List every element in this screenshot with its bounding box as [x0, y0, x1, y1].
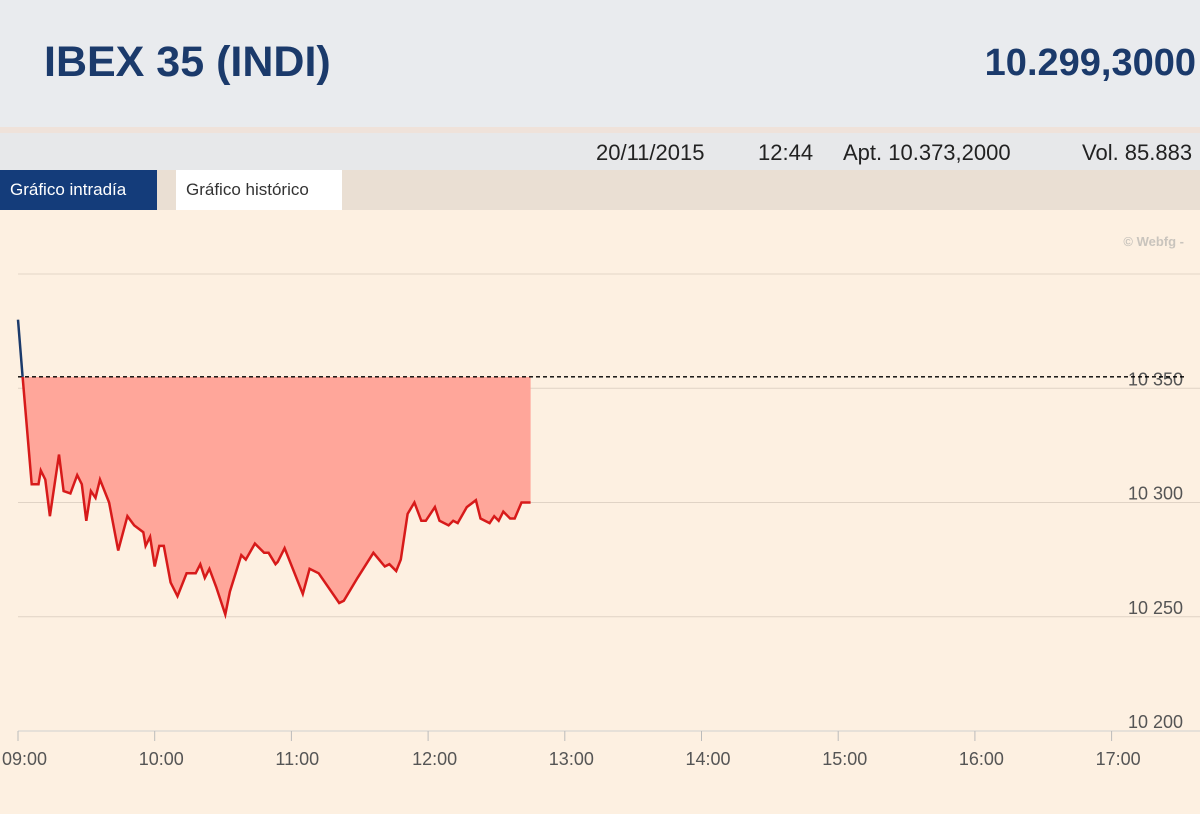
- quote-date: 20/11/2015: [596, 140, 705, 165]
- x-tick-label: 11:00: [275, 749, 319, 769]
- chart-credit: © Webfg -: [1123, 234, 1184, 249]
- x-tick-label: 13:00: [549, 749, 594, 769]
- quote-time: 12:44: [758, 140, 814, 165]
- x-tick-label: 16:00: [959, 749, 1004, 769]
- tab-intraday-chart[interactable]: Gráfico intradía: [0, 170, 157, 210]
- x-tick-label: 15:00: [822, 749, 867, 769]
- quote-header: IBEX 35 (INDI) 10.299,3000: [0, 0, 1200, 127]
- x-tick-label: 09:00: [2, 749, 47, 769]
- index-title: IBEX 35 (INDI): [44, 38, 331, 86]
- divider: [0, 127, 1200, 133]
- open-price: Apt. 10.373,2000: [843, 140, 1011, 165]
- tab-historical-chart[interactable]: Gráfico histórico: [176, 170, 342, 210]
- x-tick-label: 10:00: [139, 749, 184, 769]
- y-tick-label: 10 250: [1128, 598, 1183, 618]
- loss-area-fill: [22, 376, 531, 615]
- y-tick-label: 10 300: [1128, 484, 1183, 504]
- x-tick-label: 17:00: [1096, 749, 1141, 769]
- x-tick-label: 14:00: [686, 749, 731, 769]
- x-tick-label: 12:00: [412, 749, 457, 769]
- chart-tabs: Gráfico intradía Gráfico histórico: [0, 170, 1200, 210]
- y-tick-label: 10 350: [1128, 369, 1183, 389]
- current-price: 10.299,3000: [984, 42, 1196, 84]
- price-line-below-reference: [21, 376, 531, 620]
- quote-info-bar: 20/11/2015 12:44 Apt. 10.373,2000 Vol. 8…: [0, 133, 1200, 170]
- y-tick-label: 10 200: [1128, 712, 1183, 732]
- volume: Vol. 85.883: [1082, 140, 1193, 165]
